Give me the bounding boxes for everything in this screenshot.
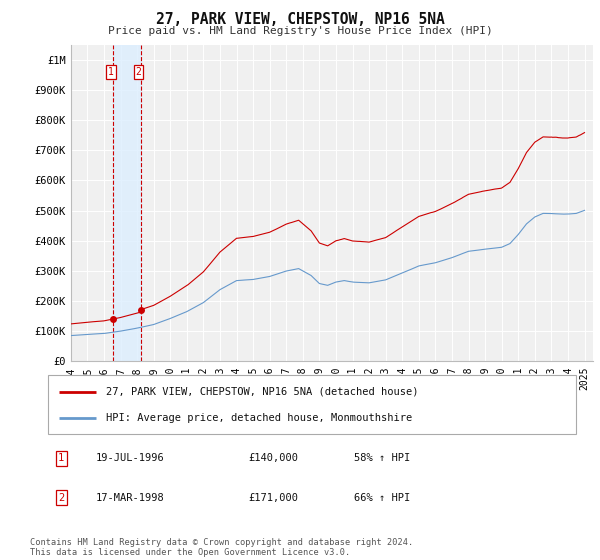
Text: 66% ↑ HPI: 66% ↑ HPI (354, 493, 410, 503)
Text: 58% ↑ HPI: 58% ↑ HPI (354, 454, 410, 464)
FancyBboxPatch shape (48, 375, 576, 434)
Text: HPI: Average price, detached house, Monmouthshire: HPI: Average price, detached house, Monm… (106, 413, 412, 423)
Text: 2: 2 (58, 493, 64, 503)
Text: 2: 2 (136, 67, 142, 77)
Text: Contains HM Land Registry data © Crown copyright and database right 2024.
This d: Contains HM Land Registry data © Crown c… (30, 538, 413, 557)
Text: 27, PARK VIEW, CHEPSTOW, NP16 5NA: 27, PARK VIEW, CHEPSTOW, NP16 5NA (155, 12, 445, 27)
Text: 27, PARK VIEW, CHEPSTOW, NP16 5NA (detached house): 27, PARK VIEW, CHEPSTOW, NP16 5NA (detac… (106, 386, 419, 396)
Text: £171,000: £171,000 (248, 493, 299, 503)
Text: 1: 1 (108, 67, 114, 77)
Text: 1: 1 (58, 454, 64, 464)
Text: Price paid vs. HM Land Registry's House Price Index (HPI): Price paid vs. HM Land Registry's House … (107, 26, 493, 36)
Bar (113, 45, 140, 361)
Text: 19-JUL-1996: 19-JUL-1996 (95, 454, 164, 464)
Text: £140,000: £140,000 (248, 454, 299, 464)
Text: 17-MAR-1998: 17-MAR-1998 (95, 493, 164, 503)
